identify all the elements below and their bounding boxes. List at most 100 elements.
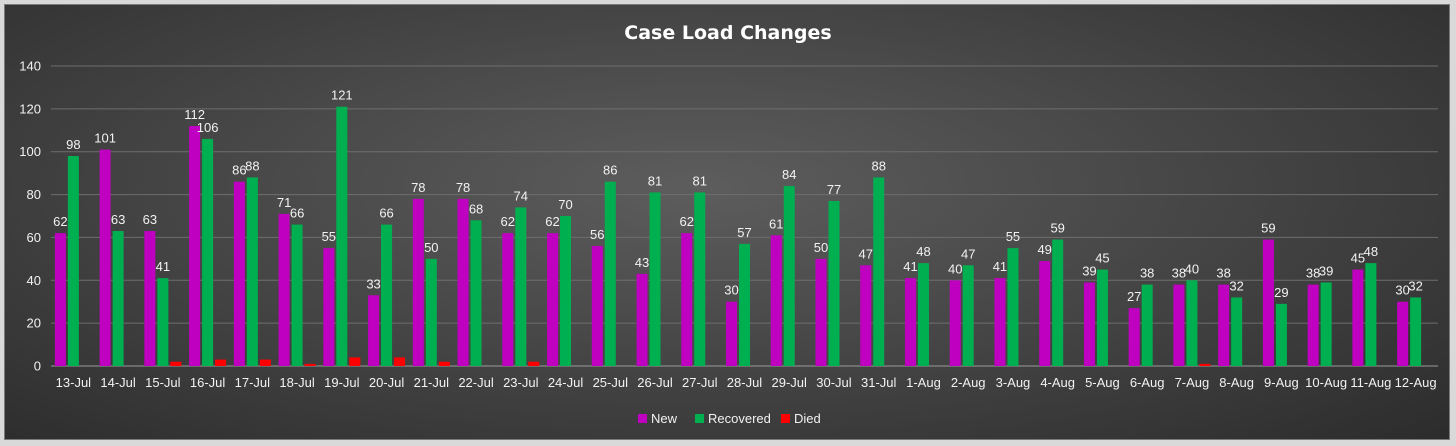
bar-recovered-21-Jul (425, 258, 437, 366)
data-label-recovered: 59 (1050, 221, 1064, 236)
x-tick-label: 5-Aug (1085, 375, 1120, 390)
x-tick-label: 16-Jul (190, 375, 226, 390)
y-axis: 0 20 40 60 80 100 120 140 (19, 59, 41, 374)
bar-recovered-28-Jul (739, 243, 750, 366)
bar-new-17-Jul (233, 181, 245, 366)
data-label-new: 27 (1127, 289, 1141, 304)
bar-recovered-30-Jul (828, 201, 840, 366)
data-label-new: 55 (322, 229, 336, 244)
data-label-recovered: 88 (245, 158, 259, 173)
bar-new-12-Aug (1397, 301, 1409, 366)
bar-new-19-Jul (323, 248, 335, 366)
bar-recovered-11-Aug (1365, 263, 1377, 366)
y-tick-label: 140 (19, 59, 41, 74)
x-tick-label: 14-Jul (100, 375, 136, 390)
data-label-recovered: 50 (424, 240, 438, 255)
data-label-new: 61 (769, 216, 783, 231)
bar-recovered-22-Jul (470, 220, 482, 366)
data-label-recovered: 88 (871, 158, 885, 173)
bar-recovered-10-Aug (1320, 282, 1332, 366)
x-tick-label: 4-Aug (1040, 375, 1075, 390)
x-tick-label: 29-Jul (772, 375, 808, 390)
data-label-recovered: 68 (469, 201, 483, 216)
x-tick-label: 22-Jul (458, 375, 494, 390)
y-tick-label: 40 (27, 273, 41, 288)
x-tick-label: 30-Jul (816, 375, 852, 390)
bar-recovered-14-Jul (112, 231, 124, 366)
legend-swatch-new (638, 414, 647, 423)
bar-recovered-3-Aug (1007, 248, 1019, 366)
legend-label-died: Died (794, 411, 821, 426)
x-tick-label: 27-Jul (682, 375, 718, 390)
data-label-new: 78 (411, 180, 425, 195)
data-label-new: 112 (184, 107, 205, 122)
data-label-recovered: 66 (379, 206, 393, 221)
x-tick-label: 23-Jul (503, 375, 539, 390)
bar-new-26-Jul (636, 273, 648, 366)
x-tick-label: 2-Aug (951, 375, 986, 390)
bar-recovered-7-Aug (1186, 280, 1198, 366)
data-label-recovered: 29 (1274, 285, 1288, 300)
bar-died-18-Jul (304, 363, 316, 366)
bar-died-20-Jul (394, 357, 406, 366)
bar-new-25-Jul (591, 246, 603, 366)
bar-recovered-16-Jul (202, 138, 214, 366)
bar-new-29-Jul (770, 235, 782, 366)
data-label-recovered: 38 (1140, 266, 1154, 281)
y-tick-label: 0 (34, 359, 41, 374)
bar-recovered-12-Aug (1410, 297, 1422, 366)
data-label-new: 38 (1216, 266, 1230, 281)
data-label-recovered: 45 (1095, 251, 1109, 266)
data-label-recovered: 39 (1319, 263, 1333, 278)
bar-new-15-Jul (144, 231, 156, 366)
x-tick-label: 1-Aug (906, 375, 941, 390)
data-label-recovered: 84 (782, 167, 796, 182)
legend-label-recovered: Recovered (708, 411, 771, 426)
data-label-new: 38 (1172, 266, 1186, 281)
x-tick-label: 17-Jul (235, 375, 271, 390)
bar-new-2-Aug (949, 280, 961, 366)
data-label-new: 39 (1082, 263, 1096, 278)
data-label-recovered: 55 (1006, 229, 1020, 244)
data-label-new: 71 (277, 195, 291, 210)
data-label-new: 50 (814, 240, 828, 255)
data-label-recovered: 77 (827, 182, 841, 197)
data-label-recovered: 81 (648, 173, 662, 188)
data-label-recovered: 98 (66, 137, 80, 152)
bar-new-6-Aug (1128, 308, 1140, 366)
bar-recovered-13-Jul (67, 156, 79, 366)
legend: New Recovered Died (638, 411, 821, 426)
data-label-new: 41 (993, 259, 1007, 274)
data-label-new: 33 (366, 276, 380, 291)
bar-new-20-Jul (368, 295, 380, 366)
data-label-new: 62 (680, 214, 694, 229)
legend-label-new: New (651, 411, 678, 426)
bar-recovered-1-Aug (917, 263, 929, 366)
data-label-new: 41 (903, 259, 917, 274)
bar-new-28-Jul (726, 301, 737, 366)
bar-recovered-24-Jul (560, 216, 572, 366)
bar-new-11-Aug (1352, 269, 1364, 366)
data-label-recovered: 121 (331, 88, 353, 103)
x-tick-label: 21-Jul (414, 375, 450, 390)
x-tick-label: 31-Jul (861, 375, 897, 390)
bar-new-13-Jul (54, 233, 66, 366)
data-label-recovered: 57 (737, 225, 751, 240)
data-label-new: 62 (53, 214, 67, 229)
bar-recovered-26-Jul (649, 192, 661, 366)
data-label-new: 38 (1306, 266, 1320, 281)
data-label-recovered: 40 (1185, 261, 1199, 276)
x-tick-label: 6-Aug (1130, 375, 1165, 390)
data-label-recovered: 70 (558, 197, 572, 212)
data-label-new: 49 (1037, 242, 1051, 257)
bar-new-23-Jul (502, 233, 514, 366)
bar-recovered-6-Aug (1141, 284, 1153, 366)
data-label-new: 59 (1261, 221, 1275, 236)
y-tick-label: 60 (27, 230, 41, 245)
bar-recovered-4-Aug (1052, 239, 1064, 366)
bar-recovered-15-Jul (157, 278, 169, 366)
y-tick-label: 100 (19, 144, 41, 159)
data-label-recovered: 32 (1229, 278, 1243, 293)
data-label-recovered: 41 (156, 259, 170, 274)
